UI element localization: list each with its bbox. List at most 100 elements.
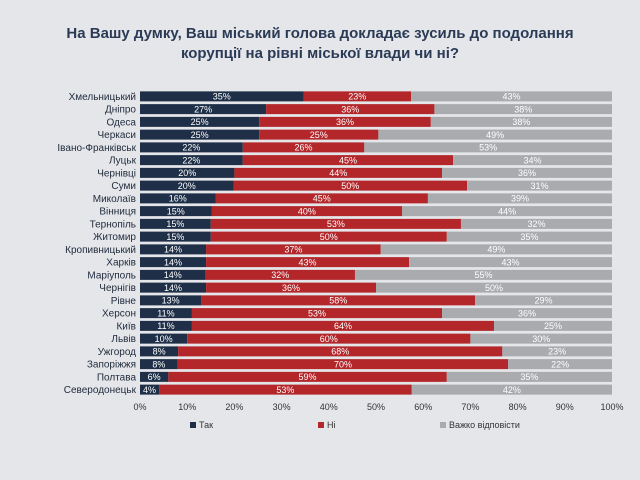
bar-value-label: 25% bbox=[544, 321, 562, 331]
category-label: Вінниця bbox=[99, 207, 136, 218]
bar-segment bbox=[206, 282, 376, 293]
bar-value-label: 23% bbox=[548, 347, 566, 357]
legend-label: Важко відповісти bbox=[449, 420, 520, 430]
bar-value-label: 35% bbox=[520, 232, 538, 242]
bar-value-label: 15% bbox=[166, 219, 184, 229]
bar-segment bbox=[427, 193, 612, 204]
category-label: Одеса bbox=[106, 117, 136, 128]
bar-segment bbox=[303, 91, 412, 102]
bar-value-label: 8% bbox=[152, 359, 165, 369]
bar-value-label: 8% bbox=[153, 347, 166, 357]
bar-segment bbox=[140, 244, 207, 255]
bar-segment bbox=[430, 116, 612, 127]
chart-title-line1: На Вашу думку, Ваш міський голова доклад… bbox=[66, 25, 574, 42]
bar-value-label: 26% bbox=[295, 143, 313, 153]
bar-segment bbox=[402, 206, 612, 217]
bar-value-label: 30% bbox=[532, 334, 550, 344]
bar-value-label: 60% bbox=[320, 334, 338, 344]
bar-value-label: 37% bbox=[284, 245, 302, 255]
legend-swatch bbox=[440, 422, 446, 428]
bar-segment bbox=[140, 371, 169, 382]
bar-segment bbox=[364, 142, 612, 153]
bar-value-label: 14% bbox=[164, 283, 182, 293]
category-label: Хмельницький bbox=[69, 92, 136, 103]
bar-segment bbox=[508, 359, 612, 370]
bar-segment bbox=[140, 320, 192, 331]
bar-segment bbox=[140, 269, 206, 280]
legend-label: Ні bbox=[327, 420, 336, 430]
bar-value-label: 4% bbox=[143, 385, 156, 395]
bar-value-label: 45% bbox=[313, 194, 331, 204]
bar-segment bbox=[140, 346, 179, 357]
bar-segment bbox=[140, 295, 202, 306]
bar-value-label: 15% bbox=[166, 232, 184, 242]
bar-value-label: 27% bbox=[194, 104, 212, 114]
bar-segment bbox=[140, 91, 304, 102]
category-label: Черкаси bbox=[97, 130, 136, 141]
bar-segment bbox=[442, 308, 612, 319]
bar-segment bbox=[210, 231, 447, 242]
x-tick-label: 60% bbox=[414, 402, 432, 412]
bar-segment bbox=[376, 282, 612, 293]
bar-value-label: 49% bbox=[486, 130, 504, 140]
legend-swatch bbox=[318, 422, 324, 428]
bar-value-label: 53% bbox=[276, 385, 294, 395]
x-tick-label: 40% bbox=[320, 402, 338, 412]
bar-segment bbox=[411, 91, 612, 102]
bar-value-label: 23% bbox=[348, 92, 366, 102]
bar-segment bbox=[206, 257, 410, 268]
bar-segment bbox=[187, 333, 471, 344]
bar-value-label: 6% bbox=[148, 372, 161, 382]
x-tick-label: 90% bbox=[556, 402, 574, 412]
bar-value-label: 38% bbox=[514, 104, 532, 114]
category-label: Івано-Франківськ bbox=[57, 143, 136, 154]
bar-segment bbox=[140, 308, 192, 319]
bar-segment bbox=[409, 257, 612, 268]
bar-value-label: 43% bbox=[299, 257, 317, 267]
bar-value-label: 25% bbox=[191, 130, 209, 140]
bar-segment bbox=[475, 295, 612, 306]
bar-segment bbox=[140, 180, 234, 191]
bar-value-label: 20% bbox=[178, 181, 196, 191]
bar-value-label: 22% bbox=[551, 359, 569, 369]
bar-segment bbox=[205, 269, 355, 280]
bar-segment bbox=[140, 384, 160, 395]
x-tick-label: 30% bbox=[273, 402, 291, 412]
bar-value-label: 42% bbox=[503, 385, 521, 395]
bar-value-label: 32% bbox=[527, 219, 545, 229]
bar-value-label: 64% bbox=[334, 321, 352, 331]
bar-value-label: 38% bbox=[512, 117, 530, 127]
bar-segment bbox=[201, 295, 476, 306]
bar-segment bbox=[140, 116, 260, 127]
bar-value-label: 43% bbox=[502, 257, 520, 267]
bar-segment bbox=[259, 116, 431, 127]
legend-label: Так bbox=[199, 420, 213, 430]
bar-value-label: 11% bbox=[157, 308, 174, 318]
category-label: Суми bbox=[111, 181, 136, 192]
bar-segment bbox=[233, 180, 468, 191]
category-label: Дніпро bbox=[105, 105, 136, 116]
bar-segment bbox=[140, 359, 178, 370]
bar-value-label: 59% bbox=[299, 372, 317, 382]
bar-value-label: 10% bbox=[155, 334, 173, 344]
bar-value-label: 58% bbox=[329, 296, 347, 306]
bar-value-label: 50% bbox=[485, 283, 503, 293]
bar-value-label: 35% bbox=[520, 372, 538, 382]
category-label: Ужгород bbox=[98, 347, 137, 358]
bar-value-label: 53% bbox=[479, 143, 497, 153]
bar-segment bbox=[140, 231, 211, 242]
bar-value-label: 36% bbox=[336, 117, 354, 127]
bar-segment bbox=[460, 218, 612, 229]
bar-segment bbox=[140, 218, 211, 229]
bar-segment bbox=[211, 206, 403, 217]
category-label: Чернігів bbox=[99, 283, 136, 294]
bar-segment bbox=[354, 269, 612, 280]
bar-segment bbox=[191, 308, 443, 319]
category-label: Тернопіль bbox=[90, 219, 136, 230]
category-label: Чернівці bbox=[97, 168, 136, 179]
category-label: Львів bbox=[111, 334, 136, 345]
bar-segment bbox=[168, 371, 447, 382]
bar-segment bbox=[140, 155, 243, 166]
category-label: Полтава bbox=[97, 372, 137, 383]
bar-value-label: 20% bbox=[178, 168, 196, 178]
